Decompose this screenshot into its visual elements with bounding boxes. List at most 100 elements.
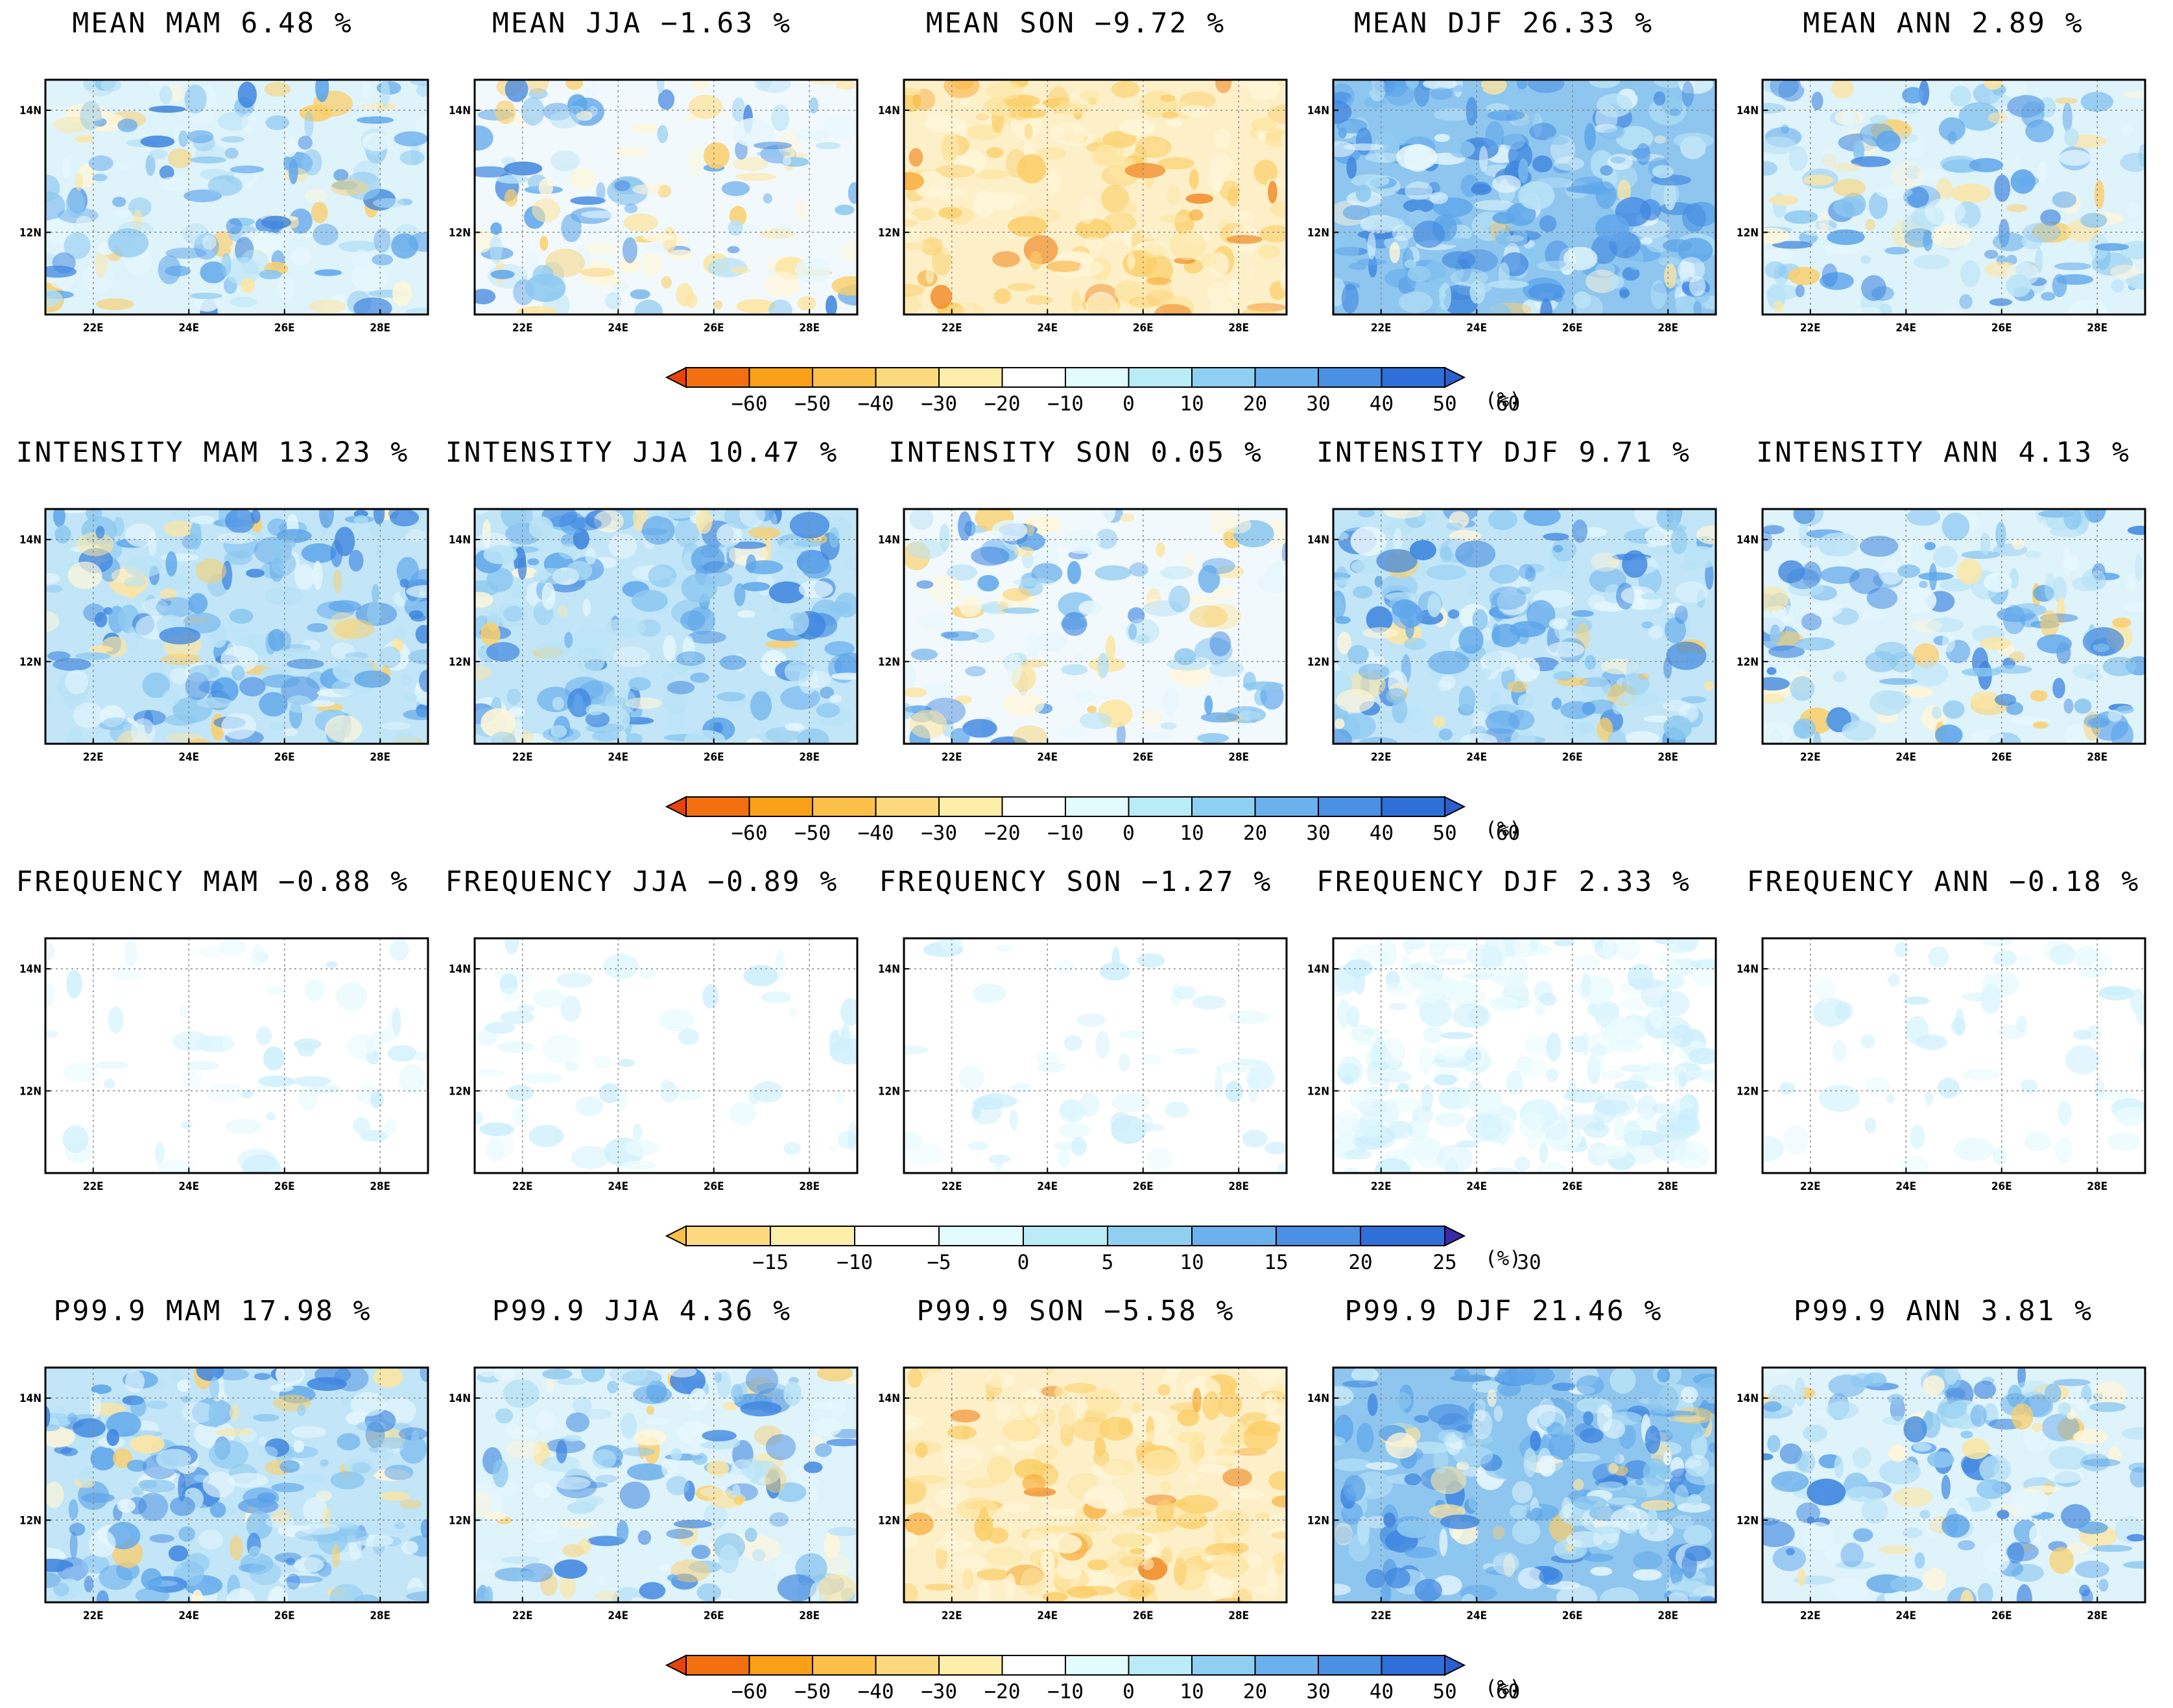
- field-blob: [783, 1381, 802, 1406]
- field-blob: [2102, 656, 2137, 676]
- field-blob: [399, 578, 409, 588]
- colorbar-segment: [1381, 367, 1445, 388]
- lat-tick-label: 12N: [19, 1085, 42, 1098]
- field-blob: [259, 269, 282, 279]
- field-blob: [743, 965, 779, 986]
- field-blob: [2049, 943, 2076, 966]
- field-blob: [1523, 509, 1561, 527]
- field-blob: [1919, 1510, 1930, 1519]
- field-blob: [2121, 123, 2133, 136]
- field-blob: [1683, 1524, 1712, 1546]
- field-blob: [1141, 228, 1156, 240]
- field-blob: [490, 234, 503, 264]
- field-blob: [904, 91, 921, 112]
- field-blob: [1449, 530, 1481, 543]
- field-blob: [1683, 651, 1699, 661]
- field-blob: [379, 646, 401, 669]
- colorbar-segment: [1318, 367, 1383, 388]
- field-blob: [90, 1446, 117, 1471]
- panel-title: INTENSITY MAM 13.23 %: [16, 436, 410, 469]
- field-blob: [1099, 1416, 1134, 1441]
- colorbar-segment: [1381, 1655, 1445, 1676]
- field-blob: [752, 1081, 783, 1103]
- field-blob: [1402, 938, 1426, 950]
- field-blob: [1705, 560, 1714, 590]
- colorbar-low-arrow: [665, 796, 687, 818]
- lat-tick-label: 12N: [449, 656, 471, 669]
- field-blob: [1608, 276, 1624, 289]
- field-blob: [209, 1377, 219, 1399]
- lat-tick-label: 12N: [1737, 1085, 1759, 1098]
- field-blob: [1822, 263, 1838, 287]
- field-blob: [1506, 202, 1536, 226]
- field-blob: [475, 125, 493, 151]
- field-blob: [1667, 1415, 1705, 1423]
- field-blob: [776, 949, 785, 980]
- lon-tick-label: 24E: [178, 1180, 199, 1193]
- lon-tick-label: 28E: [2087, 322, 2108, 335]
- field-blob: [1530, 1430, 1541, 1451]
- field-blob: [689, 1388, 707, 1412]
- field-blob: [188, 739, 211, 744]
- field-blob: [1797, 1568, 1806, 1587]
- field-blob: [354, 670, 391, 688]
- field-blob: [419, 670, 428, 693]
- field-blob: [1763, 136, 1797, 154]
- field-blob: [149, 1534, 174, 1543]
- field-blob: [734, 583, 746, 606]
- field-blob: [54, 525, 71, 544]
- field-blob: [53, 117, 91, 133]
- colorbar-tick-label: −10: [1047, 392, 1084, 416]
- field-blob: [1489, 996, 1519, 1011]
- field-blob: [1790, 676, 1815, 701]
- field-blob: [1566, 1531, 1604, 1548]
- field-blob: [1687, 1494, 1702, 1506]
- field-blob: [1229, 1488, 1265, 1500]
- field-blob: [541, 1455, 580, 1472]
- field-blob: [45, 585, 63, 593]
- field-blob: [825, 295, 837, 314]
- field-blob: [224, 147, 239, 159]
- field-blob: [813, 1417, 842, 1437]
- field-blob: [1927, 1451, 1954, 1468]
- field-blob: [595, 1475, 618, 1483]
- field-blob: [159, 165, 174, 180]
- field-blob: [2025, 119, 2054, 143]
- field-blob: [972, 983, 1006, 1003]
- field-blob: [1670, 108, 1681, 117]
- field-blob: [370, 1091, 384, 1109]
- field-blob: [475, 1490, 492, 1518]
- field-blob: [1941, 308, 1964, 314]
- colorbar-segment: [1191, 367, 1256, 388]
- field-blob: [1958, 102, 2000, 131]
- panel-title: MEAN JJA −1.63 %: [492, 7, 792, 40]
- field-blob: [630, 289, 650, 300]
- field-blob: [1960, 260, 1980, 287]
- colorbar-tick-label: 0: [1122, 822, 1135, 845]
- field-blob: [1658, 257, 1680, 267]
- field-blob: [1924, 541, 1936, 551]
- field-blob: [1491, 966, 1529, 988]
- field-blob: [1772, 1546, 1806, 1571]
- field-blob: [2075, 949, 2113, 979]
- field-blob: [2052, 576, 2067, 603]
- field-blob: [1025, 295, 1053, 305]
- map-frame: [44, 937, 429, 1174]
- field-blob: [1795, 284, 1805, 298]
- field-blob: [1141, 244, 1167, 258]
- field-blob: [1054, 960, 1076, 975]
- field-blob: [764, 1466, 787, 1493]
- field-blob: [1447, 609, 1460, 619]
- field-blob: [1119, 1053, 1130, 1072]
- field-blob: [1903, 133, 1925, 158]
- field-blob: [1626, 656, 1637, 685]
- field-blob: [126, 1460, 147, 1472]
- lat-tick-label: 12N: [1307, 226, 1329, 239]
- panel-title: INTENSITY ANN 4.13 %: [1756, 436, 2131, 469]
- field-blob: [1587, 595, 1606, 610]
- field-blob: [1485, 1565, 1517, 1576]
- field-blob: [1678, 80, 1713, 94]
- field-blob: [293, 1038, 322, 1050]
